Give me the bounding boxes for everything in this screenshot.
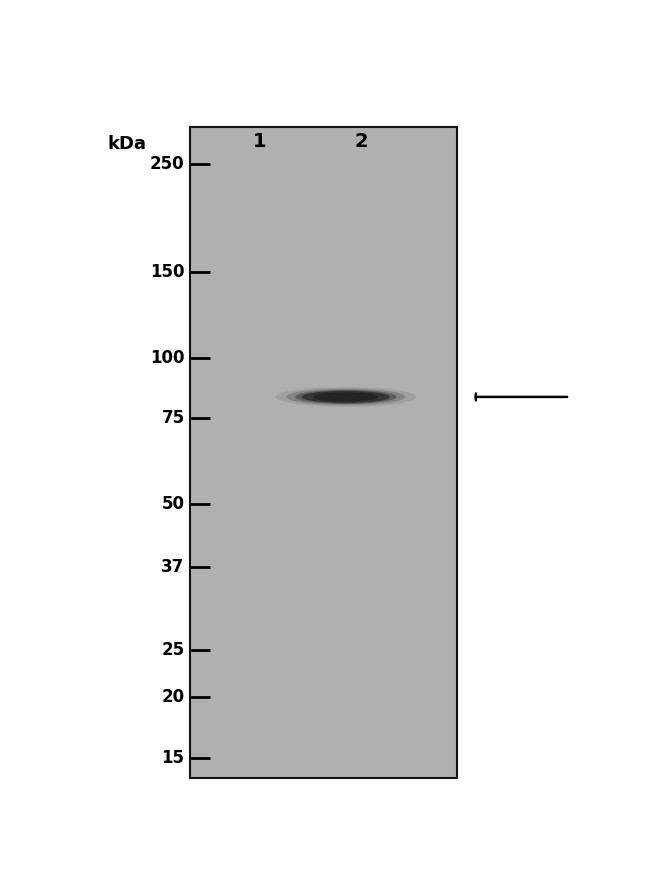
Text: kDa: kDa [107, 135, 146, 153]
Ellipse shape [302, 391, 390, 403]
Ellipse shape [275, 387, 416, 407]
Ellipse shape [286, 389, 405, 405]
Text: 25: 25 [161, 641, 185, 659]
Text: 15: 15 [161, 749, 185, 767]
Text: 1: 1 [254, 132, 267, 152]
Ellipse shape [313, 392, 379, 401]
Text: 37: 37 [161, 558, 185, 577]
Text: 250: 250 [150, 155, 185, 174]
Text: 2: 2 [354, 132, 368, 152]
Text: 20: 20 [161, 688, 185, 706]
Text: 75: 75 [161, 409, 185, 427]
Text: 150: 150 [150, 263, 185, 281]
Ellipse shape [295, 390, 396, 404]
Bar [190, 127, 456, 778]
Text: 50: 50 [161, 495, 185, 513]
Text: 100: 100 [150, 348, 185, 367]
